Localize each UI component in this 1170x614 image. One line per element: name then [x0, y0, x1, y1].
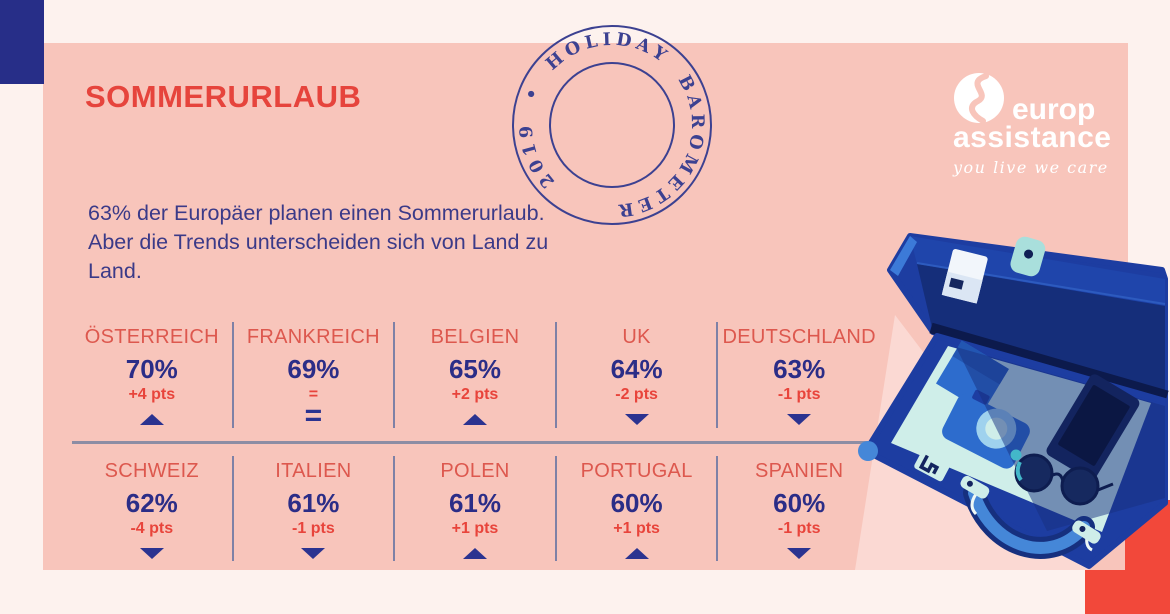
svg-text:2019 • HOLIDAY BAROMETER: 2019 • HOLIDAY BAROMETER — [517, 30, 707, 221]
country-cell: SPANIEN 60% -1 pts — [718, 456, 880, 561]
country-change: -4 pts — [130, 520, 174, 537]
country-name: ITALIEN — [275, 460, 352, 482]
country-value: 61% — [287, 488, 340, 518]
trend-up-icon — [462, 414, 487, 425]
country-value: 63% — [773, 354, 826, 384]
decor-red-square-bottom — [1085, 570, 1170, 614]
country-change: -1 pts — [777, 386, 821, 403]
suitcase-lid — [887, 233, 1169, 405]
country-value: 69% — [287, 354, 340, 384]
country-change: +4 pts — [128, 386, 176, 403]
country-change: +2 pts — [451, 386, 499, 403]
country-cell: FRANKREICH 69% = = — [234, 322, 396, 432]
country-value: 62% — [125, 488, 178, 518]
country-name: SPANIEN — [754, 460, 844, 482]
handle-clasp-icon — [1072, 520, 1101, 544]
trend-up-icon — [462, 548, 487, 559]
trend-equal-icon: = — [304, 399, 323, 432]
country-name: SCHWEIZ — [104, 460, 199, 482]
trend-down-icon — [139, 548, 164, 559]
stamp-curved-text: 2019 • HOLIDAY BAROMETER — [517, 30, 703, 221]
phone-icon — [1046, 374, 1140, 480]
row-divider-line — [72, 441, 880, 444]
country-value: 60% — [610, 488, 663, 518]
country-value: 61% — [448, 488, 502, 518]
trend-up-icon — [139, 414, 164, 425]
logo-tagline: you live we care — [953, 158, 1109, 177]
country-change: +1 pts — [451, 520, 499, 537]
country-change: -2 pts — [615, 386, 658, 403]
logo-word-assistance: assistance — [953, 121, 1112, 154]
country-value: 64% — [610, 354, 663, 384]
country-row-1: ÖSTERREICH 70% +4 pts FRANKREICH 69% = =… — [72, 322, 880, 432]
country-change: -1 pts — [777, 520, 821, 537]
glasses-icon — [1014, 453, 1114, 506]
country-cell: SCHWEIZ 62% -4 pts — [72, 456, 234, 561]
holiday-barometer-stamp: 2019 • HOLIDAY BAROMETER — [512, 25, 712, 225]
suitcase-base — [858, 333, 1168, 569]
country-name: FRANKREICH — [246, 326, 380, 348]
handle-clasp-icon — [960, 475, 990, 499]
country-name: DEUTSCHLAND — [722, 326, 876, 348]
europ-assistance-logo: europ assistance you live we care — [953, 71, 1128, 177]
logo-word-europ: europ — [1012, 93, 1096, 126]
europ-assistance-swirl-icon — [954, 73, 1004, 124]
country-cell: POLEN 61% +1 pts — [395, 456, 557, 561]
country-cell: BELGIEN 65% +2 pts — [395, 322, 557, 428]
country-cell: ITALIEN 61% -1 pts — [234, 456, 396, 561]
country-value: 70% — [125, 354, 178, 384]
page-title: SOMMERURLAUB — [85, 79, 362, 114]
country-change: +1 pts — [613, 520, 660, 537]
country-value: 65% — [448, 354, 502, 384]
trend-down-icon — [787, 414, 812, 425]
country-name: UK — [622, 326, 651, 348]
trend-up-icon — [624, 548, 649, 559]
country-table: ÖSTERREICH 70% +4 pts FRANKREICH 69% = =… — [72, 322, 880, 561]
intro-text: 63% der Europäer planen einen Sommerurla… — [88, 201, 549, 283]
country-change: = — [308, 386, 319, 403]
trend-down-icon — [301, 548, 326, 559]
decor-navy-square — [0, 0, 44, 84]
country-row-2: SCHWEIZ 62% -4 pts ITALIEN 61% -1 pts PO… — [72, 456, 880, 561]
teal-accent-dot — [1010, 449, 1022, 461]
suitcase-illustration — [858, 233, 1169, 569]
passport-icon — [941, 248, 988, 304]
country-name: POLEN — [440, 460, 510, 482]
luggage-tag-icon — [1010, 236, 1046, 277]
country-value: 60% — [773, 488, 826, 518]
country-name: ÖSTERREICH — [84, 326, 219, 348]
country-cell: DEUTSCHLAND 63% -1 pts — [718, 322, 880, 428]
trend-down-icon — [787, 548, 812, 559]
country-cell: ÖSTERREICH 70% +4 pts — [72, 322, 234, 428]
trend-down-icon — [624, 414, 649, 425]
country-cell: UK 64% -2 pts — [557, 322, 719, 428]
country-change: -1 pts — [292, 520, 335, 537]
country-cell: PORTUGAL 60% +1 pts — [557, 456, 719, 561]
suitcase-lock-icon — [914, 449, 951, 482]
country-name: BELGIEN — [430, 326, 520, 348]
country-name: PORTUGAL — [580, 460, 693, 482]
